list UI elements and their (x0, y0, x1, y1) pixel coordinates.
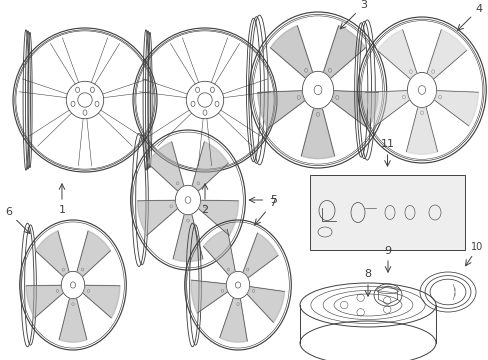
Text: 1: 1 (59, 205, 65, 215)
Polygon shape (247, 287, 284, 323)
Text: 9: 9 (384, 246, 391, 256)
Text: 4: 4 (474, 4, 482, 14)
Polygon shape (173, 215, 203, 262)
Text: 8: 8 (364, 269, 371, 279)
Polygon shape (191, 280, 227, 313)
Text: 6: 6 (5, 207, 12, 217)
Text: 7: 7 (268, 198, 275, 208)
Polygon shape (323, 26, 365, 78)
Polygon shape (301, 109, 334, 159)
Polygon shape (434, 91, 478, 126)
Bar (309, 175, 464, 250)
Polygon shape (203, 229, 235, 275)
Polygon shape (243, 233, 278, 278)
Polygon shape (377, 30, 416, 79)
Polygon shape (427, 30, 466, 79)
Polygon shape (199, 200, 238, 235)
Polygon shape (257, 91, 304, 129)
Polygon shape (270, 26, 312, 78)
Polygon shape (26, 285, 63, 318)
Text: 2: 2 (201, 205, 208, 215)
Polygon shape (331, 91, 378, 129)
Polygon shape (219, 298, 247, 342)
Polygon shape (137, 200, 177, 235)
Text: 10: 10 (470, 242, 483, 252)
Polygon shape (83, 285, 120, 318)
Text: 5: 5 (269, 195, 276, 205)
Polygon shape (192, 142, 228, 191)
Text: 11: 11 (380, 139, 394, 149)
Polygon shape (59, 299, 87, 342)
Polygon shape (35, 231, 69, 276)
Polygon shape (406, 108, 437, 154)
Polygon shape (77, 231, 110, 276)
Polygon shape (365, 91, 408, 126)
Polygon shape (147, 142, 183, 191)
Text: 3: 3 (359, 0, 366, 10)
